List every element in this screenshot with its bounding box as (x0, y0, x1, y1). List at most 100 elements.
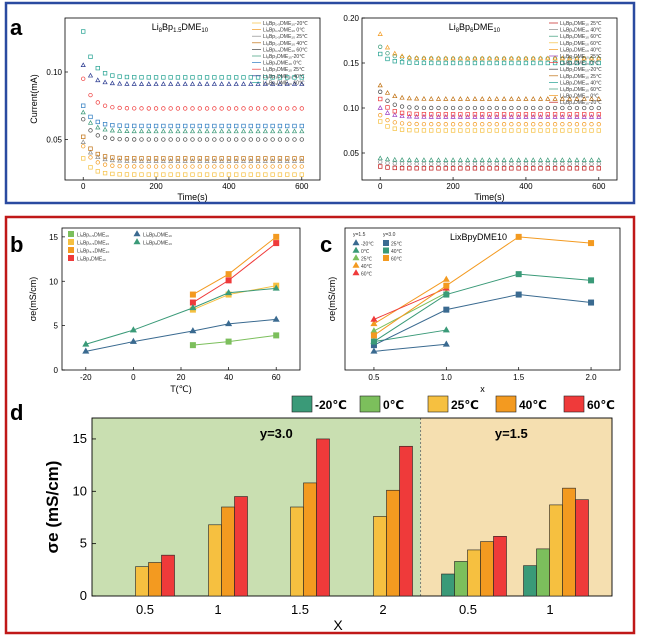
data-point (189, 327, 197, 334)
data-point (414, 157, 420, 162)
data-point (248, 158, 254, 163)
data-point (509, 105, 514, 111)
data-point (560, 166, 565, 171)
data-point (443, 55, 449, 61)
data-point (494, 128, 499, 133)
data-point (211, 128, 217, 134)
data-point (392, 120, 397, 125)
legend-label: 60℃ (391, 257, 403, 263)
data-point (450, 122, 456, 127)
series-t9 (377, 82, 602, 101)
data-point (378, 44, 383, 49)
data-point (589, 105, 594, 111)
data-point (436, 128, 441, 133)
data-point (189, 158, 196, 163)
legend-swatch (352, 261, 360, 268)
data-point (596, 96, 602, 101)
chart-c: 0.5 1.0 1.5 2.0 x σe(mS/cm) LixBpyDME10 y=1.5 y=… (327, 227, 621, 394)
data-point (487, 161, 492, 166)
data-point (429, 122, 434, 127)
data-point (160, 81, 166, 86)
data-point (516, 157, 522, 162)
data-point (465, 105, 470, 111)
data-point (291, 158, 298, 163)
data-point (146, 128, 152, 134)
data-point (480, 105, 485, 111)
data-point (567, 114, 573, 119)
data-point (537, 157, 544, 162)
plot-frame (344, 227, 621, 371)
data-point (378, 96, 383, 102)
data-point (292, 75, 297, 80)
data-point (494, 122, 499, 127)
data-point (399, 127, 405, 132)
data-point (211, 158, 217, 163)
data-point (131, 128, 137, 134)
data-point (117, 80, 123, 86)
data-point (175, 75, 181, 80)
legend-header-b: y=3.0 (383, 232, 396, 238)
data-point (109, 127, 115, 133)
data-point (219, 172, 224, 177)
data-point (567, 161, 572, 166)
legend-label: Li₈Bp₁.₅DME₁₀ 60℃ (263, 47, 308, 53)
data-point (509, 128, 514, 133)
data-point (219, 123, 224, 129)
data-point (153, 158, 159, 163)
data-point (501, 96, 507, 101)
legend-label: -20℃ (361, 242, 374, 248)
series-s2 (81, 144, 304, 169)
data-point (263, 75, 268, 80)
data-point (262, 158, 268, 163)
data-point (124, 158, 130, 163)
data-point (501, 128, 507, 133)
series-s10 (81, 29, 304, 80)
data-point (429, 161, 434, 166)
data-point (516, 128, 521, 133)
data-point (277, 81, 283, 86)
data-point (88, 155, 93, 160)
data-point (509, 112, 514, 117)
data-point (248, 156, 253, 161)
series-s6 (80, 109, 305, 134)
data-point (370, 315, 378, 322)
y-tick-label: 10 (49, 277, 58, 286)
data-point (450, 114, 456, 119)
data-point (435, 55, 442, 61)
data-point (567, 112, 572, 117)
data-point (385, 105, 390, 110)
data-point (146, 106, 151, 111)
data-point (124, 172, 130, 177)
legend-swatch (352, 239, 360, 246)
data-point (515, 271, 522, 278)
legend-label: 25℃ (451, 398, 479, 412)
data-point (160, 158, 166, 163)
plot-frame (91, 417, 613, 597)
data-point (102, 79, 108, 85)
data-point (494, 112, 499, 117)
data-point (87, 72, 94, 78)
data-point (508, 157, 514, 162)
data-point (87, 149, 94, 155)
data-point (487, 60, 492, 66)
data-point (582, 105, 587, 111)
data-point (501, 157, 507, 162)
data-point (248, 128, 254, 134)
data-point (465, 161, 470, 166)
data-point (516, 122, 521, 127)
data-point (501, 166, 507, 171)
data-point (443, 105, 448, 111)
data-point (117, 123, 122, 128)
data-point (545, 105, 550, 111)
x-axis-label: T(℃) (170, 384, 192, 394)
legend-label: Li₈Bp₆DME₁₀ (143, 233, 172, 239)
data-point (479, 96, 485, 101)
data-point (80, 62, 86, 67)
data-point (531, 166, 536, 171)
data-point (465, 157, 471, 162)
legend-label: Li₈Bp₁.₅DME₁₀ 0℃ (263, 28, 305, 34)
legend-label: Li₈Bp₁.₅DME₁₀ (77, 233, 109, 239)
series-line (373, 279, 447, 325)
data-point (472, 114, 478, 119)
data-point (110, 123, 115, 128)
